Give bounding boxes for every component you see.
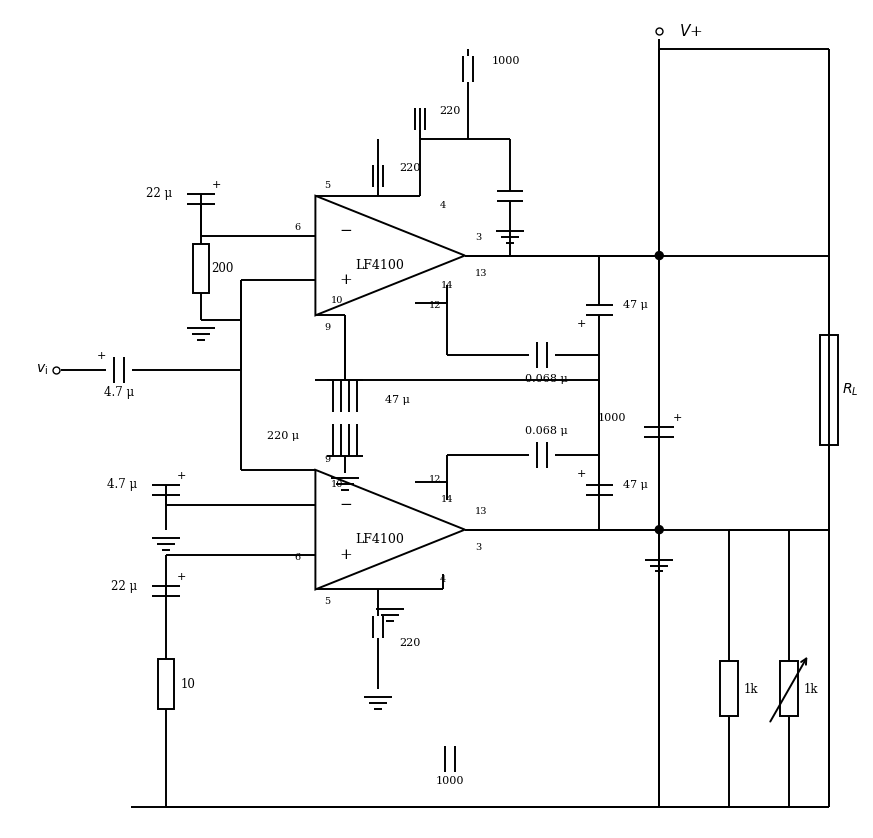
Text: 12: 12	[429, 475, 441, 484]
Text: 220: 220	[439, 106, 461, 116]
Text: 10: 10	[331, 296, 343, 305]
Text: 220 μ: 220 μ	[267, 431, 299, 441]
Text: LF4100: LF4100	[356, 533, 404, 546]
Text: 14: 14	[441, 495, 453, 504]
Text: 5: 5	[324, 181, 330, 190]
Text: −: −	[339, 224, 352, 238]
Text: 6: 6	[294, 553, 300, 562]
Text: 1k: 1k	[803, 683, 818, 696]
Text: 6: 6	[294, 223, 300, 232]
Text: −: −	[339, 498, 352, 512]
Text: +: +	[339, 273, 352, 287]
Text: $R_L$: $R_L$	[842, 382, 859, 398]
Text: 4.7 μ: 4.7 μ	[104, 385, 134, 399]
Text: 12: 12	[429, 301, 441, 310]
Text: 220: 220	[400, 163, 421, 173]
Bar	[720, 661, 738, 716]
Text: 4: 4	[440, 575, 446, 584]
Text: 47 μ: 47 μ	[623, 300, 648, 310]
Text: 220: 220	[400, 639, 421, 649]
Text: 4: 4	[440, 201, 446, 210]
Text: 0.068 μ: 0.068 μ	[526, 374, 568, 384]
Text: 0.068 μ: 0.068 μ	[526, 426, 568, 436]
Text: $V$+: $V$+	[679, 23, 703, 39]
Circle shape	[656, 251, 663, 260]
Text: +: +	[577, 319, 586, 329]
Text: 200: 200	[211, 262, 234, 275]
Text: $v_{\rm i}$: $v_{\rm i}$	[37, 363, 48, 377]
Text: +: +	[177, 471, 187, 481]
Bar	[780, 661, 798, 716]
Bar	[193, 244, 209, 293]
Text: +: +	[577, 468, 586, 478]
Text: 5: 5	[324, 597, 330, 606]
Text: 13: 13	[475, 269, 487, 278]
Text: 10: 10	[331, 480, 343, 489]
Text: 9: 9	[324, 455, 330, 464]
Bar	[158, 660, 174, 709]
Text: 1k: 1k	[744, 683, 759, 696]
Text: 10: 10	[181, 678, 196, 691]
Text: +: +	[339, 547, 352, 561]
Text: 9: 9	[324, 323, 330, 332]
Text: 3: 3	[476, 543, 482, 552]
Bar	[820, 335, 838, 445]
Text: LF4100: LF4100	[356, 259, 404, 272]
Text: 22 μ: 22 μ	[146, 187, 172, 200]
Text: 4.7 μ: 4.7 μ	[107, 478, 137, 491]
Text: 47 μ: 47 μ	[385, 395, 409, 405]
Text: 47 μ: 47 μ	[623, 480, 648, 489]
Circle shape	[656, 525, 663, 534]
Text: 3: 3	[476, 233, 482, 242]
Text: +: +	[672, 413, 682, 423]
Text: 22 μ: 22 μ	[111, 580, 137, 593]
Text: +: +	[177, 572, 187, 582]
Text: +: +	[96, 351, 106, 361]
Text: 1000: 1000	[597, 413, 626, 423]
Text: 1000: 1000	[436, 776, 464, 786]
Text: +: +	[212, 180, 222, 189]
Text: 13: 13	[475, 507, 487, 516]
Text: 1000: 1000	[491, 56, 520, 66]
Text: 14: 14	[441, 281, 453, 290]
